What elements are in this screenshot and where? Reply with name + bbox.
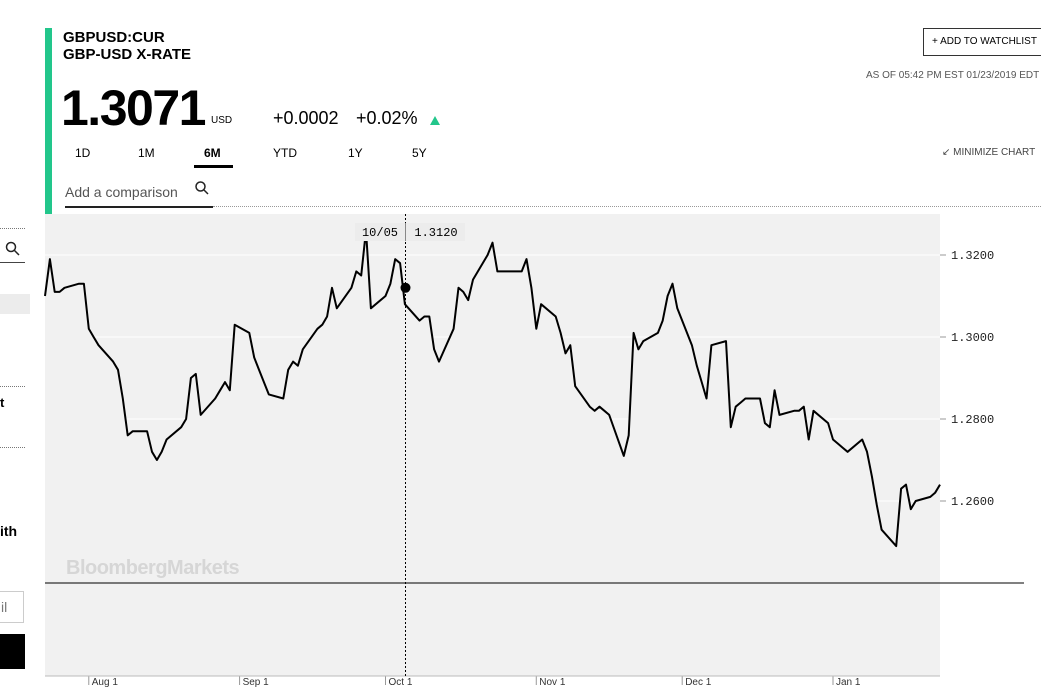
range-tab-6m[interactable]: 6M <box>204 146 221 160</box>
series-line <box>44 229 941 548</box>
y-tick-label: 1.2800 <box>951 413 994 427</box>
tooltip-value: 1.3120 <box>414 226 457 240</box>
y-tick-label: 1.2600 <box>951 495 994 509</box>
y-tick-label: 1.3000 <box>951 331 994 345</box>
range-tab-1y[interactable]: 1Y <box>348 146 363 160</box>
x-tick-label: Jan 1 <box>836 677 861 688</box>
range-tab-ytd[interactable]: YTD <box>273 146 297 160</box>
active-range-indicator <box>194 165 233 168</box>
left-submit-button[interactable] <box>0 634 25 669</box>
left-divider <box>0 447 25 448</box>
x-tick-label: Aug 1 <box>92 677 119 688</box>
range-tab-1m[interactable]: 1M <box>138 146 155 160</box>
left-email-field[interactable]: il <box>0 591 24 623</box>
series-area <box>45 230 940 676</box>
accent-bar <box>45 28 52 316</box>
left-text-fragment: t <box>0 395 5 410</box>
price-currency: USD <box>211 115 233 126</box>
left-search-box[interactable] <box>0 236 25 263</box>
ticker-symbol: GBPUSD:CUR <box>63 29 165 46</box>
minimize-chart-button[interactable]: ↙ MINIMIZE CHART <box>942 147 1035 158</box>
tooltip-date: 10/05 <box>362 226 398 240</box>
x-tick-label: Dec 1 <box>685 677 712 688</box>
minimize-label: MINIMIZE CHART <box>953 147 1036 158</box>
left-gray-block <box>0 294 30 314</box>
left-divider <box>0 386 25 387</box>
x-tick-label: Sep 1 <box>243 677 270 688</box>
crosshair-tooltip: 10/05 1.3120 <box>355 223 465 241</box>
left-text-fragment: ith <box>0 523 18 539</box>
minimize-icon: ↙ <box>942 147 951 158</box>
as-of-timestamp: AS OF 05:42 PM EST 01/23/2019 EDT <box>866 70 1040 81</box>
range-tab-1d[interactable]: 1D <box>75 146 91 160</box>
security-name: GBP-USD X-RATE <box>63 46 192 63</box>
search-icon[interactable] <box>194 180 210 196</box>
last-price: 1.3071 <box>61 80 206 136</box>
left-search-icon <box>5 241 20 256</box>
comparison-input[interactable] <box>65 178 213 208</box>
price-change: +0.0002 <box>273 108 339 128</box>
up-arrow-icon <box>430 116 440 125</box>
add-to-watchlist-button[interactable]: + ADD TO WATCHLIST <box>923 28 1041 56</box>
y-tick-label: 1.3200 <box>951 249 994 263</box>
left-divider <box>0 228 25 229</box>
x-tick-label: Nov 1 <box>539 677 566 688</box>
range-tab-5y[interactable]: 5Y <box>412 146 427 160</box>
price-change-percent: +0.02% <box>356 108 418 128</box>
watermark: BloombergMarkets <box>66 557 240 579</box>
chart-top-separator <box>213 206 1041 207</box>
x-tick-label: Oct 1 <box>388 677 412 688</box>
